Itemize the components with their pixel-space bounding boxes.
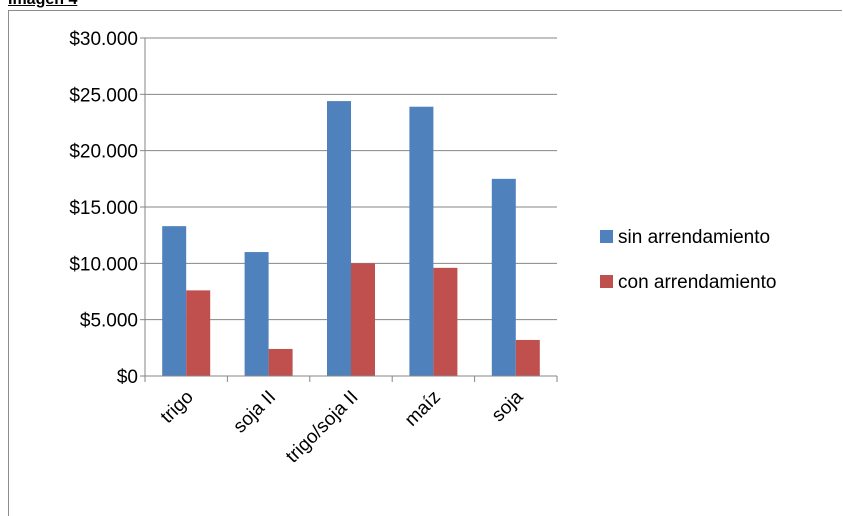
y-tick-label: $10.000: [69, 254, 138, 275]
bar-con-arrendamiento: [186, 290, 211, 376]
y-axis-ticks: $0 $5.000 $10.000 $15.000 $20.000 $25.000 $30.…: [69, 29, 145, 388]
x-tick-label: maíz: [401, 387, 445, 431]
y-tick-label: $15.000: [69, 198, 138, 219]
bar-sin-arrendamiento: [244, 252, 269, 376]
bar-con-arrendamiento: [268, 348, 293, 376]
bar-sin-arrendamiento: [491, 178, 516, 376]
legend-label: sin arrendamiento: [618, 227, 770, 248]
legend: sin arrendamiento con arrendamiento: [600, 227, 776, 293]
x-tick-label: trigo: [157, 387, 198, 428]
legend-label: con arrendamiento: [618, 272, 776, 293]
bar-con-arrendamiento: [351, 263, 375, 376]
bar-con-arrendamiento: [433, 267, 458, 376]
legend-swatch: [600, 275, 613, 288]
legend-swatch: [600, 230, 613, 243]
figure-heading: Imagen 4: [8, 0, 77, 9]
x-tick-label: soja II: [229, 387, 280, 438]
bar-con-arrendamiento: [515, 339, 540, 376]
y-tick-label: $5.000: [80, 311, 138, 332]
y-tick-label: $20.000: [69, 142, 138, 163]
x-axis-ticks: trigo soja II trigo/soja II maíz soja: [144, 376, 558, 468]
bar-sin-arrendamiento: [327, 101, 351, 377]
chart-frame: [8, 10, 842, 516]
y-tick-label: $0: [117, 367, 138, 388]
bar-sin-arrendamiento: [409, 106, 434, 376]
y-tick-label: $25.000: [69, 85, 138, 106]
x-tick-label: soja: [488, 386, 528, 426]
y-tick-label: $30.000: [69, 29, 138, 50]
bar-sin-arrendamiento: [162, 226, 187, 376]
bars: [162, 101, 540, 377]
x-tick-label: trigo/soja II: [282, 387, 363, 468]
